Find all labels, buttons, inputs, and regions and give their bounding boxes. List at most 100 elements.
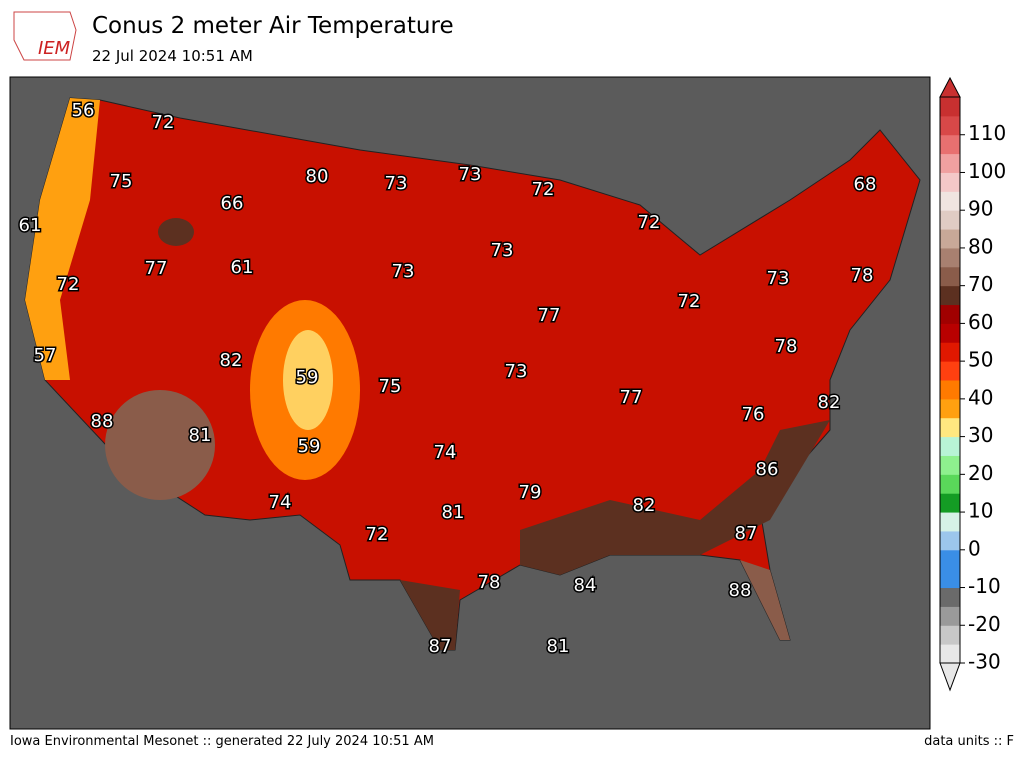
colorbar-swatch [940, 304, 960, 324]
colorbar-swatch [940, 436, 960, 456]
hot-idaho [158, 218, 194, 246]
colorbar-swatch [940, 568, 960, 589]
colorbar-swatch [940, 266, 960, 287]
map-value-label: 80 [306, 166, 329, 187]
hot-texas [400, 580, 460, 650]
colorbar-tick-label: 100 [968, 159, 1006, 183]
title: Conus 2 meter Air Temperature [92, 13, 454, 39]
warm-coast [25, 98, 100, 380]
colorbar-tick-label: 110 [968, 121, 1006, 145]
colorbar-swatch [940, 512, 960, 532]
colorbar-swatch [940, 644, 960, 664]
colorbar-swatch [940, 247, 960, 268]
colorbar-swatch [940, 493, 960, 513]
map-value-label: 72 [678, 291, 701, 312]
colorbar-swatch [940, 210, 960, 230]
logo-text: IEM [38, 38, 71, 59]
map-value-label: 73 [767, 268, 790, 289]
colorbar-tick-label: -20 [968, 612, 1001, 636]
colorbar-swatch [940, 115, 960, 136]
colorbar-swatch [940, 229, 960, 249]
colorbar-swatch [940, 398, 960, 419]
colorbar-swatch [940, 549, 960, 570]
colorbar-swatch [940, 530, 960, 551]
map-value-label: 73 [385, 173, 408, 194]
colorbar-swatch [940, 97, 960, 117]
map-value-label: 74 [269, 492, 292, 513]
colorbar-swatch [940, 606, 960, 626]
map-value-label: 88 [729, 580, 752, 601]
colorbar-swatch [940, 361, 960, 381]
map-value-label: 76 [742, 404, 765, 425]
map-value-label: 78 [851, 265, 874, 286]
colorbar-tick-label: 90 [968, 197, 993, 221]
colorbar-swatch [940, 191, 960, 211]
map-value-label: 61 [19, 215, 42, 236]
map-value-label: 87 [429, 636, 452, 657]
hot-southwest [105, 390, 215, 500]
map-value-label: 73 [505, 361, 528, 382]
colorbar-tick-label: 60 [968, 310, 993, 334]
colorbar-frame [939, 96, 961, 664]
map-value-label: 82 [633, 495, 656, 516]
colorbar-tick-label: 70 [968, 272, 993, 296]
map-value-label: 72 [57, 274, 80, 295]
colorbar-swatch [940, 134, 960, 155]
map-value-label: 77 [145, 258, 168, 279]
subtitle: 22 Jul 2024 10:51 AM [92, 47, 253, 65]
map-value-label: 68 [854, 174, 877, 195]
logo-shape [13, 11, 77, 61]
map-value-label: 59 [296, 367, 319, 388]
colorbar-tick-label: 40 [968, 385, 993, 409]
map-value-label: 66 [221, 193, 244, 214]
map-value-label: 74 [434, 442, 457, 463]
colorbar-swatch [940, 587, 960, 607]
footer-left: Iowa Environmental Mesonet :: generated … [10, 734, 434, 749]
colorbar-tick-label: 20 [968, 461, 993, 485]
colorbar-swatch [940, 172, 960, 192]
hot-southeast [520, 420, 830, 575]
colorbar-tick-label: 50 [968, 348, 993, 372]
map-value-label: 79 [519, 482, 542, 503]
colorbar-tick-label: 30 [968, 423, 993, 447]
map-value-label: 82 [818, 392, 841, 413]
map-value-label: 86 [756, 459, 779, 480]
colorbar-tick-label: -30 [968, 650, 1001, 674]
map-value-label: 84 [574, 575, 597, 596]
map-value-label: 82 [220, 350, 243, 371]
map-value-label: 77 [538, 305, 561, 326]
map-value-label: 72 [638, 212, 661, 233]
map-value-label: 73 [459, 164, 482, 185]
logo: IEM [13, 11, 77, 61]
map-value-label: 73 [392, 261, 415, 282]
map-value-label: 75 [379, 376, 402, 397]
colorbar-swatch [940, 625, 960, 645]
colorbar-swatch [940, 323, 960, 343]
map-value-label: 72 [152, 112, 175, 133]
colorbar-tick-label: 80 [968, 234, 993, 258]
colorbar-swatch [940, 455, 960, 475]
cool-core [283, 330, 333, 430]
map-value-label: 75 [110, 171, 133, 192]
map-value-label: 87 [735, 523, 758, 544]
colorbar-tick-label: 0 [968, 536, 981, 560]
map-value-label: 78 [775, 336, 798, 357]
map-value-label: 72 [532, 179, 555, 200]
colorbar-tick-label: 10 [968, 499, 993, 523]
map-field [24, 97, 921, 651]
map-value-label: 59 [298, 436, 321, 457]
map-value-label: 77 [620, 387, 643, 408]
map-value-label: 57 [34, 345, 57, 366]
colorbar-swatch [940, 342, 960, 362]
colorbar-top-extend [939, 76, 961, 98]
map-value-label: 72 [366, 524, 389, 545]
map-value-label: 73 [491, 240, 514, 261]
map-value-label: 78 [478, 572, 501, 593]
colorbar-swatch [940, 285, 960, 306]
map-value-label: 61 [231, 257, 254, 278]
colorbar-bottom-extend [939, 662, 961, 692]
colorbar-swatch [940, 417, 960, 438]
map-value-label: 88 [91, 411, 114, 432]
